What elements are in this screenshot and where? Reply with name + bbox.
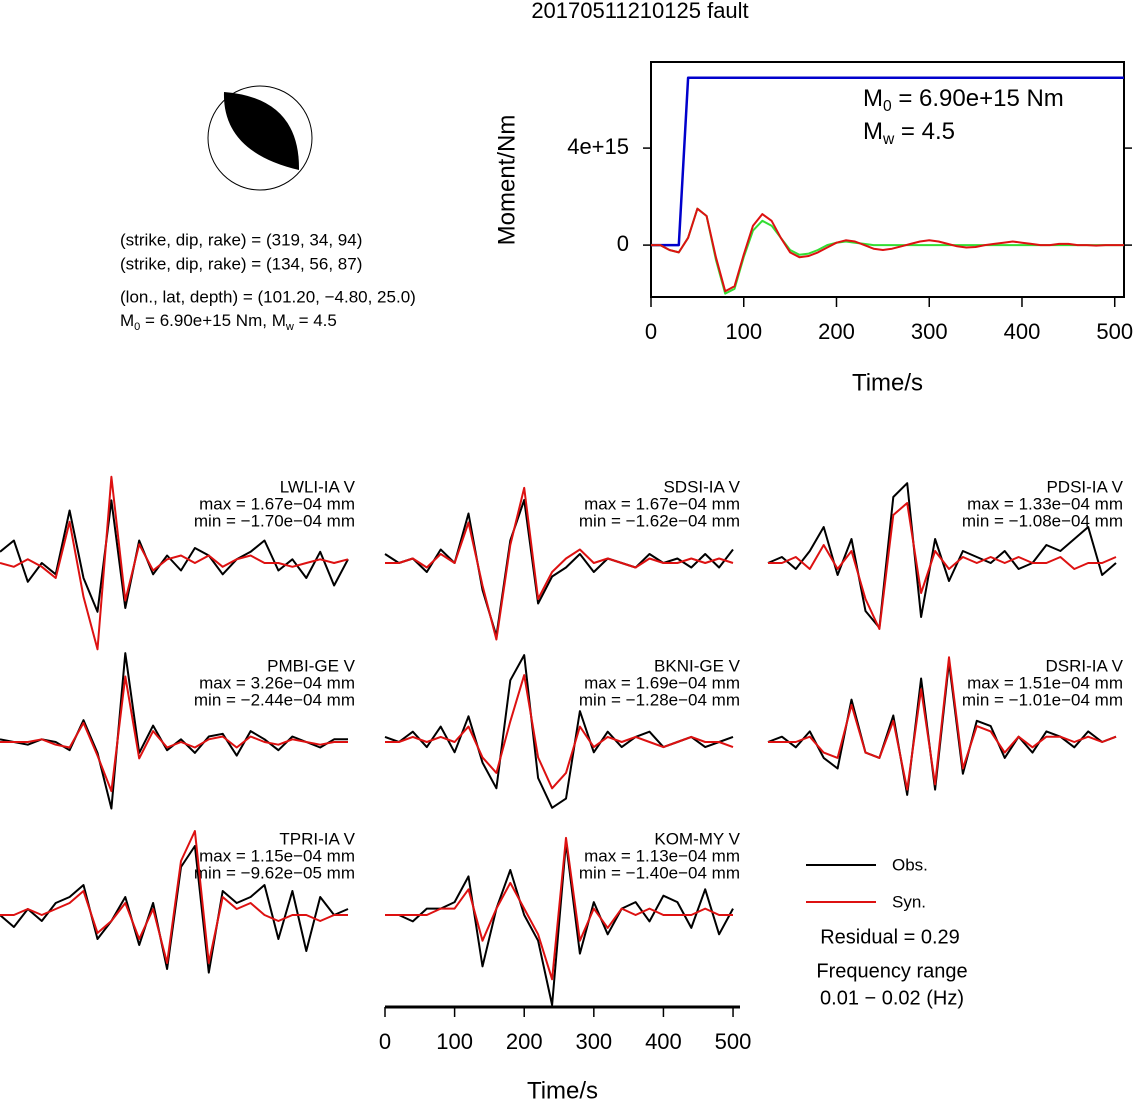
panel-title: DSRI-IA V (1046, 656, 1124, 675)
panel-title: LWLI-IA V (280, 477, 356, 496)
annotation: max = 1.69e−04 mm (584, 673, 740, 692)
moment-line: M0 = 6.90e+15 Nm, Mw = 4.5 (120, 311, 337, 333)
residual: Residual = 0.29 (820, 926, 960, 948)
annotation: min = −9.62e−05 mm (194, 863, 355, 882)
mechanism-line: (strike, dip, rake) = (134, 56, 87) (120, 254, 362, 273)
text-part: = 6.90e+15 Nm, M (140, 311, 286, 330)
annotation: Mw = 4.5 (863, 118, 955, 148)
text-part: = 4.5 (894, 118, 955, 145)
beachball-compression (223, 92, 300, 170)
series-line (385, 674, 734, 790)
series-line (0, 830, 348, 964)
text-part: M (120, 311, 134, 330)
x-tick-label: 200 (818, 319, 855, 344)
series-line (651, 76, 1124, 247)
series-line (385, 841, 734, 1006)
panel-title: PDSI-IA V (1046, 477, 1123, 496)
legend-label: Obs. (892, 855, 928, 874)
x-tick-label: 400 (1004, 319, 1041, 344)
figure-title: 20170511210125 fault (531, 0, 748, 23)
annotation: min = −1.01e−04 mm (962, 690, 1123, 709)
annotation: max = 3.26e−04 mm (199, 673, 355, 692)
x-tick-label: 300 (911, 319, 948, 344)
subscript: 0 (883, 98, 892, 115)
text-part: = 6.90e+15 Nm (892, 85, 1064, 112)
panel-title: KOM-MY V (654, 829, 740, 848)
series-line (0, 675, 348, 793)
series-line (385, 486, 734, 641)
x-tick-label: 100 (725, 319, 762, 344)
series-line (651, 207, 1124, 293)
series-line (0, 475, 349, 651)
annotation: min = −1.28e−04 mm (579, 690, 740, 709)
x-tick-label: 500 (715, 1029, 752, 1054)
annotation: max = 1.67e−04 mm (199, 494, 355, 513)
panel-title: BKNI-GE V (654, 656, 741, 675)
x-tick-label: 500 (1096, 319, 1133, 344)
annotation: min = −1.40e−04 mm (579, 863, 740, 882)
x-axis-label: Time/s (527, 1077, 598, 1104)
x-tick-label: 200 (506, 1029, 543, 1054)
y-axis-label: Moment/Nm (493, 115, 520, 246)
text-part: = 4.5 (294, 311, 337, 330)
x-tick-label: 400 (645, 1029, 682, 1054)
annotation: max = 1.13e−04 mm (584, 846, 740, 865)
annotation: M0 = 6.90e+15 Nm (863, 85, 1064, 115)
frequency-range: 0.01 − 0.02 (Hz) (820, 987, 964, 1009)
panel-title: SDSI-IA V (663, 477, 740, 496)
annotation: max = 1.33e−04 mm (967, 494, 1123, 513)
series-line (0, 499, 349, 613)
text-part: M (863, 118, 883, 145)
x-tick-label: 300 (575, 1029, 612, 1054)
panel-title: TPRI-IA V (279, 829, 355, 848)
subscript: w (285, 321, 294, 333)
frequency-label: Frequency range (816, 960, 967, 982)
legend-label: Syn. (892, 892, 926, 911)
annotation: min = −2.44e−04 mm (194, 690, 355, 709)
x-tick-label: 0 (645, 319, 657, 344)
text-part: M (863, 85, 883, 112)
mechanism-line: (strike, dip, rake) = (319, 34, 94) (120, 230, 362, 249)
annotation: max = 1.51e−04 mm (967, 673, 1123, 692)
plot-frame (650, 61, 1125, 298)
annotation: min = −1.08e−04 mm (962, 511, 1123, 530)
x-tick-label: 0 (379, 1029, 391, 1054)
x-axis-label: Time/s (852, 369, 923, 396)
mechanism-line: (lon., lat, depth) = (101.20, −4.80, 25.… (120, 287, 416, 306)
subscript: 0 (134, 321, 140, 333)
series-line (768, 656, 1117, 791)
annotation: max = 1.67e−04 mm (584, 494, 740, 513)
annotation: min = −1.62e−04 mm (579, 511, 740, 530)
panel-title: PMBI-GE V (267, 656, 356, 675)
series-line (384, 499, 734, 637)
subscript: w (882, 131, 895, 148)
series-line (385, 836, 733, 981)
annotation: min = −1.70e−04 mm (194, 511, 355, 530)
series-line (768, 502, 1117, 630)
annotation: max = 1.15e−04 mm (199, 846, 355, 865)
y-tick-label: 0 (617, 231, 629, 256)
y-tick-label: 4e+15 (567, 134, 629, 159)
x-tick-label: 100 (436, 1029, 473, 1054)
